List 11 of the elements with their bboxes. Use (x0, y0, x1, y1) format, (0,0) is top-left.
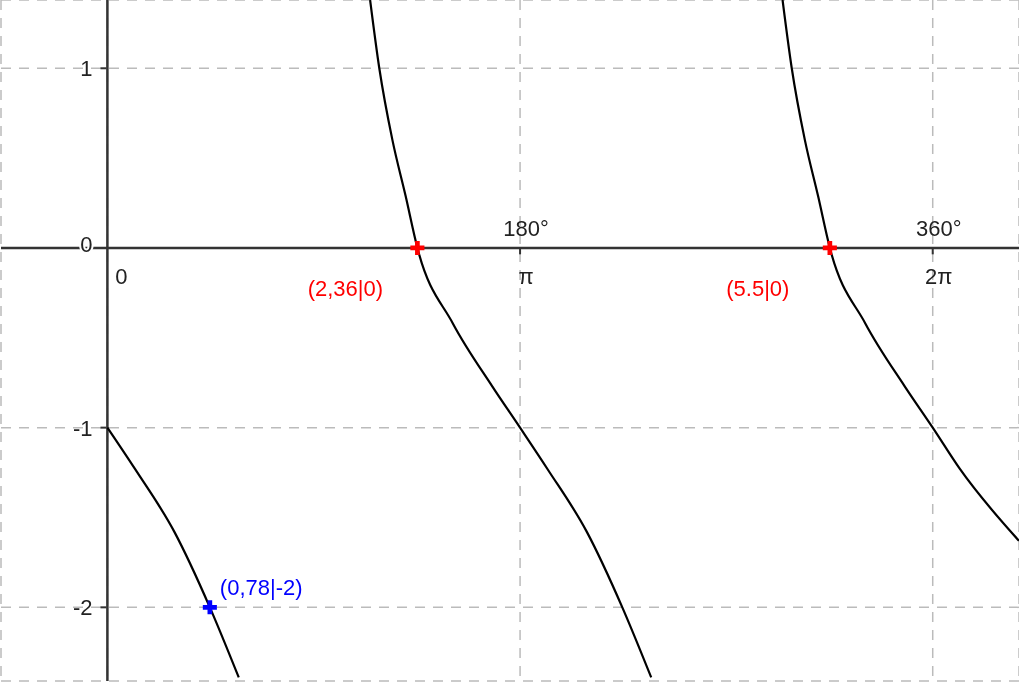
x2-tick-label: 360° (916, 216, 962, 242)
x-tick-label: 0 (115, 264, 128, 290)
data-label: (0,78|-2) (219, 575, 303, 601)
y-tick-label: 1 (80, 56, 93, 82)
y-tick-label: -1 (72, 415, 93, 441)
data-label: (5.5|0) (726, 275, 790, 301)
x-tick-label: π (518, 264, 534, 290)
data-label: (2,36|0) (307, 275, 384, 301)
y-tick-label: -2 (72, 595, 93, 621)
x-tick-label: 2π (925, 264, 953, 290)
x2-tick-label: 180° (503, 216, 549, 242)
